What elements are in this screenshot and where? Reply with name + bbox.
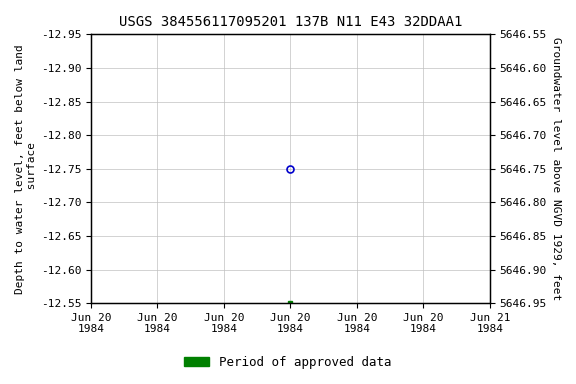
Title: USGS 384556117095201 137B N11 E43 32DDAA1: USGS 384556117095201 137B N11 E43 32DDAA…	[119, 15, 462, 29]
Y-axis label: Depth to water level, feet below land
 surface: Depth to water level, feet below land su…	[15, 44, 37, 294]
Legend: Period of approved data: Period of approved data	[179, 351, 397, 374]
Y-axis label: Groundwater level above NGVD 1929, feet: Groundwater level above NGVD 1929, feet	[551, 37, 561, 300]
